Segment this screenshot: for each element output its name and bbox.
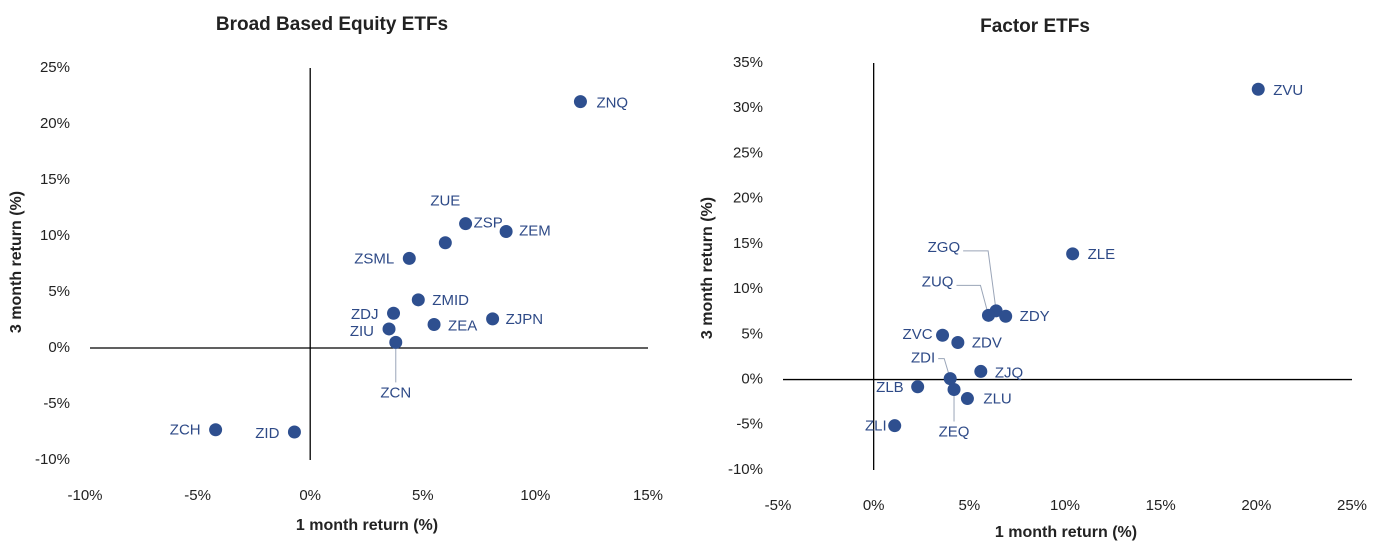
point-label: ZDV [972,334,1002,351]
data-point [888,419,902,433]
point-label: ZVC [903,326,933,343]
y-tick-label: 35% [733,54,763,71]
point-label: ZDY [1020,308,1050,325]
y-tick-label: 0% [48,339,70,356]
point-label: ZID [255,425,279,442]
data-point [387,306,401,320]
data-point [287,425,301,439]
point-label: ZMID [432,292,469,309]
data-point [382,322,396,336]
point-label: ZJQ [995,364,1023,381]
y-tick-label: -10% [35,451,70,468]
point-label: ZLI [865,418,887,435]
x-tick-label: 10% [1050,497,1080,514]
point-label: ZLU [983,391,1011,408]
data-point [411,293,425,307]
point-label: ZLE [1088,246,1116,263]
x-tick-label: -5% [765,497,792,514]
x-tick-label: 5% [412,487,434,504]
x-tick-label: 15% [633,487,663,504]
leader-line [963,250,997,311]
data-point [389,335,403,349]
data-point [402,251,416,265]
x-tick-label: 10% [520,487,550,504]
point-label: ZSP [474,215,503,232]
y-tick-label: 25% [40,59,70,76]
y-tick-label: -10% [728,461,763,478]
y-tick-label: 10% [40,227,70,244]
data-point [486,312,500,326]
chart-title: Factor ETFs [980,16,1090,37]
x-tick-label: 25% [1337,497,1367,514]
data-point [960,392,974,406]
data-point [1251,82,1265,96]
x-tick-label: -10% [67,487,102,504]
data-point [999,309,1013,323]
y-tick-label: 30% [733,99,763,116]
data-point [911,380,925,394]
point-label: ZNQ [596,95,628,112]
x-tick-label: -5% [184,487,211,504]
point-label: ZJPN [506,311,544,328]
y-tick-label: -5% [43,395,70,412]
y-axis-title: 3 month return (%) [8,191,25,333]
y-tick-label: 10% [733,280,763,297]
data-point [943,372,957,386]
chart-title: Broad Based Equity ETFs [216,14,448,35]
data-point [981,308,995,322]
x-tick-label: 0% [863,497,885,514]
y-axis-title: 3 month return (%) [699,197,716,339]
x-tick-label: 5% [958,497,980,514]
point-label: ZSML [354,250,394,267]
point-label: ZGQ [928,239,961,256]
point-label: ZEA [448,317,477,334]
y-tick-label: 20% [40,115,70,132]
y-tick-label: 20% [733,190,763,207]
x-axis-title: 1 month return (%) [296,517,438,534]
data-point [438,236,452,250]
point-label: ZDI [911,350,935,367]
x-tick-label: 20% [1241,497,1271,514]
point-label: ZIU [350,323,374,340]
point-label: ZEQ [939,423,970,440]
data-point [209,423,223,437]
data-point [951,335,965,349]
point-label: ZLB [876,379,904,396]
data-point [947,383,961,397]
point-label: ZVU [1273,82,1303,99]
point-label: ZDJ [351,306,379,323]
leader-line [956,284,989,316]
data-point [1066,247,1080,261]
point-label: ZUQ [922,273,954,290]
data-point [459,217,473,231]
leader-line [938,358,951,379]
y-tick-label: 0% [741,371,763,388]
x-axis-title: 1 month return (%) [995,524,1137,541]
point-label: ZCH [170,422,201,439]
point-label: ZEM [519,222,551,239]
data-point [573,95,587,109]
y-tick-label: -5% [736,416,763,433]
y-tick-label: 5% [48,283,70,300]
data-point [974,364,988,378]
y-tick-label: 15% [40,171,70,188]
y-tick-label: 25% [733,144,763,161]
point-label: ZCN [380,384,411,401]
data-point [936,328,950,342]
y-tick-label: 5% [741,325,763,342]
x-tick-label: 15% [1146,497,1176,514]
data-point [427,317,441,331]
data-point [499,225,513,239]
y-tick-label: 15% [733,235,763,252]
point-label: ZUE [430,193,460,210]
x-tick-label: 0% [299,487,321,504]
